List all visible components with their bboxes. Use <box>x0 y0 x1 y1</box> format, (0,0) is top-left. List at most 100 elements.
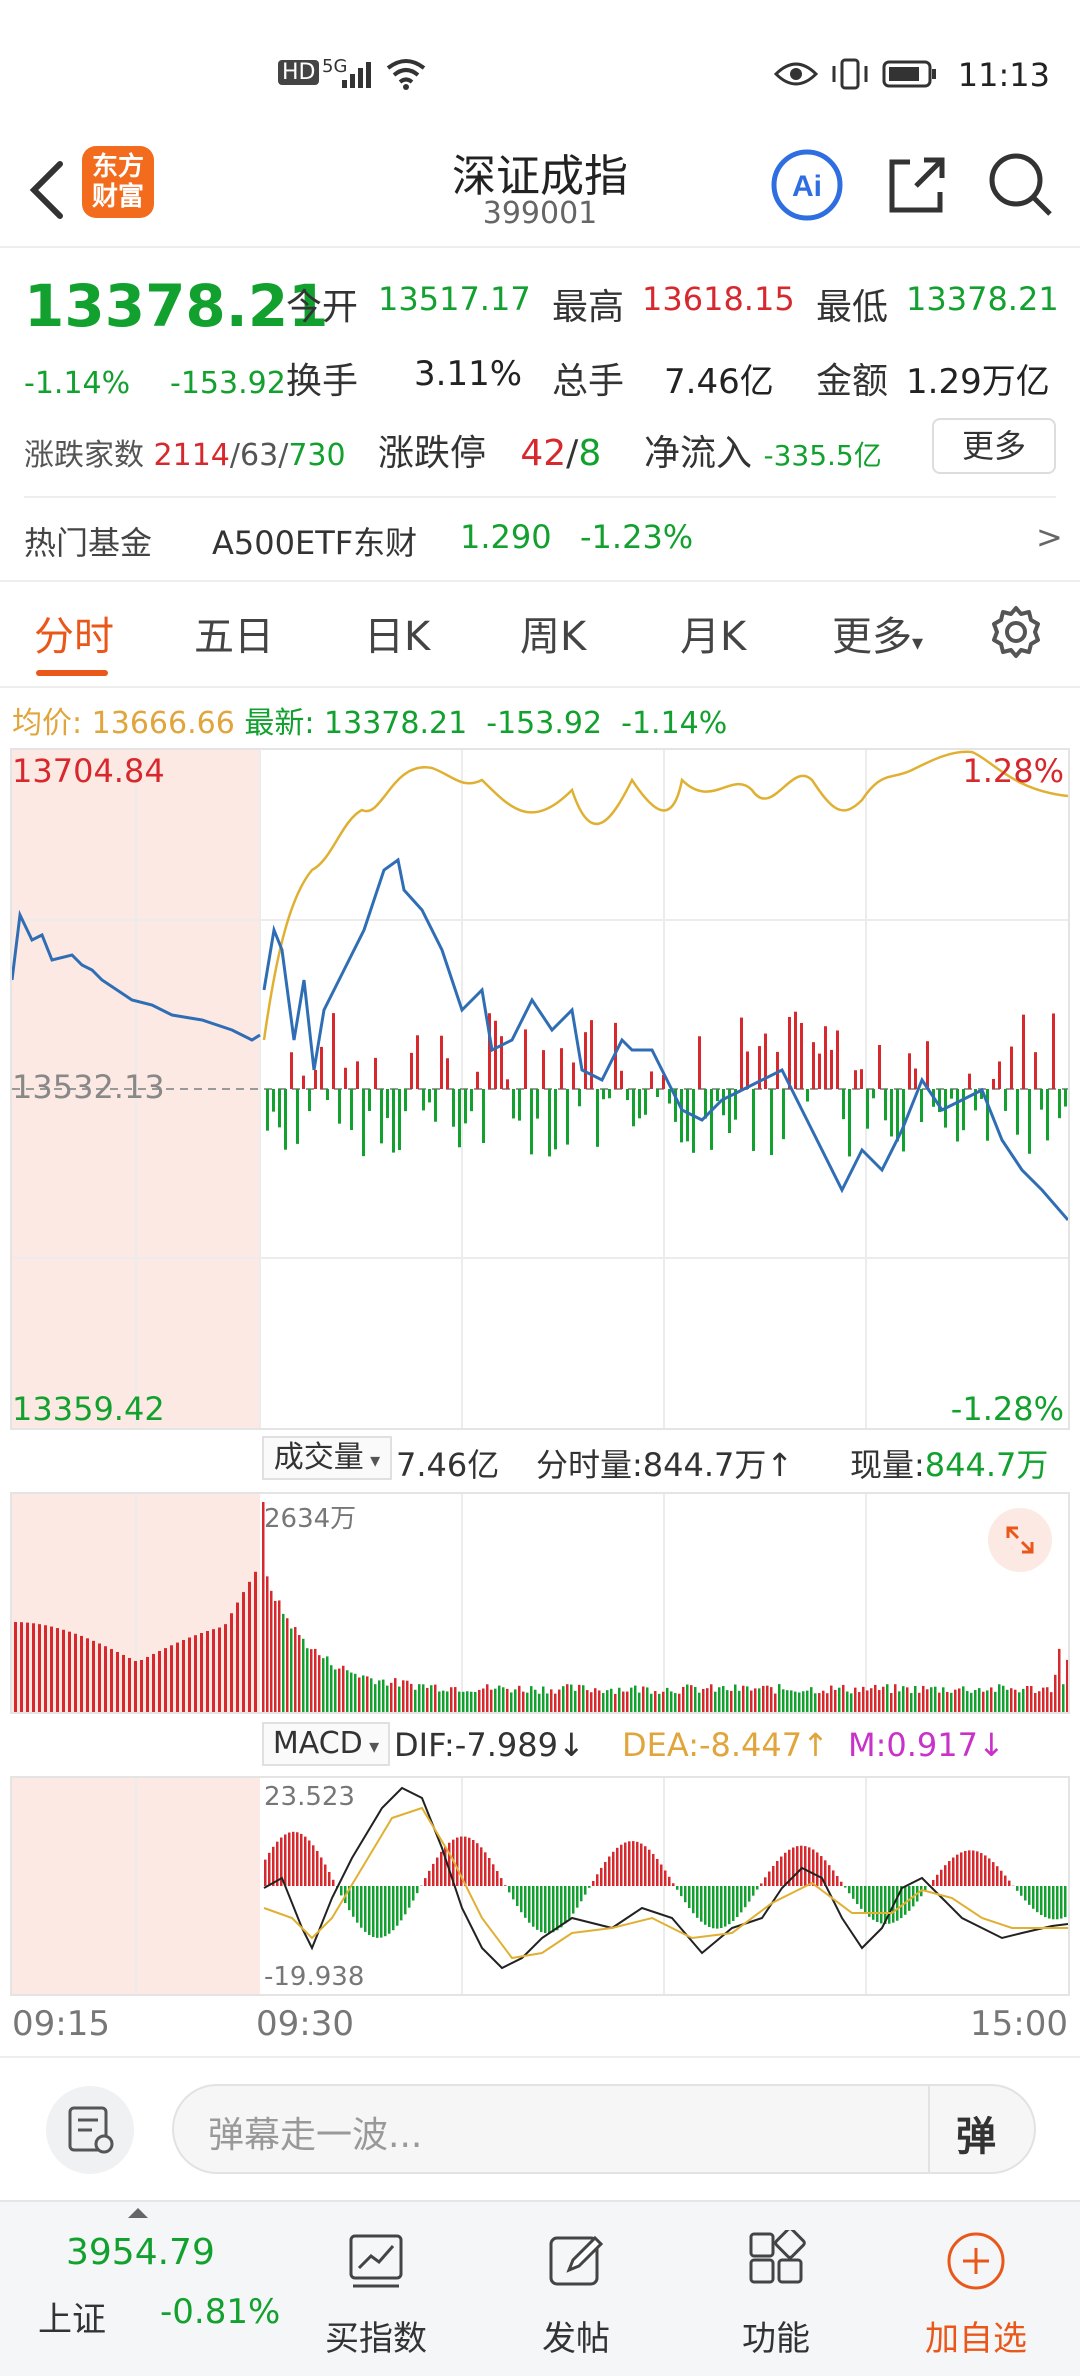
volume-bar <box>358 1677 361 1712</box>
net-flow-bar <box>320 1046 323 1089</box>
tab-intraday[interactable]: 分时 <box>34 614 114 660</box>
functions-button[interactable]: 功能 <box>706 2227 846 2360</box>
volume-bar <box>182 1639 185 1712</box>
volume-indicator-select[interactable]: 成交量 ▾ <box>262 1436 392 1480</box>
volume-bar <box>878 1690 881 1712</box>
post-button[interactable]: 发帖 <box>506 2230 646 2360</box>
macd-bar <box>400 1886 403 1921</box>
macd-indicator-select[interactable]: MACD ▾ <box>262 1722 390 1766</box>
macd-bar <box>340 1886 343 1896</box>
net-flow-bar <box>548 1089 551 1157</box>
search-icon[interactable] <box>984 148 1058 222</box>
net-flow-bar <box>632 1089 635 1127</box>
volume-bar <box>686 1684 689 1712</box>
volume-bar <box>478 1689 481 1712</box>
macd-bar <box>628 1841 631 1886</box>
macd-bar <box>552 1886 555 1933</box>
volume-bar <box>402 1680 405 1712</box>
volume-bar <box>542 1686 545 1712</box>
net-flow-bar <box>770 1089 773 1156</box>
divider <box>0 246 1080 248</box>
volume-bar <box>134 1660 137 1712</box>
volume-bar <box>838 1687 841 1712</box>
net-flow-bar <box>284 1089 287 1150</box>
volume-bar <box>302 1638 305 1712</box>
volume-bar <box>406 1680 409 1712</box>
macd-bar <box>632 1841 635 1886</box>
back-arrow-icon[interactable] <box>20 150 80 230</box>
tab-more[interactable]: 更多▾ <box>832 614 924 660</box>
net-flow-bar <box>896 1089 899 1142</box>
volume-bar <box>946 1691 949 1712</box>
volume-bar <box>962 1686 965 1712</box>
share-icon[interactable] <box>880 148 954 222</box>
volume-bar <box>450 1687 453 1712</box>
volume-bar <box>322 1658 325 1712</box>
macd-bar <box>644 1846 647 1886</box>
volume-bar <box>514 1689 517 1712</box>
macd-bar <box>840 1881 843 1886</box>
volume-bar <box>950 1692 953 1712</box>
active-tab-indicator <box>36 670 108 676</box>
macd-chart-svg <box>12 1778 1068 1994</box>
macd-bar <box>384 1886 387 1937</box>
volume-bar <box>1038 1691 1041 1712</box>
net-flow-bar <box>728 1089 731 1134</box>
volume-bar <box>362 1675 365 1712</box>
volume-bar <box>738 1690 741 1712</box>
net-flow-bar <box>296 1089 299 1144</box>
volume-bar <box>550 1689 553 1712</box>
tab-weekly-k[interactable]: 周K <box>520 614 587 660</box>
volume-bar <box>502 1687 505 1712</box>
intraday-chart[interactable]: 13704.84 13532.13 13359.42 1.28% -1.28% <box>10 748 1070 1430</box>
intraday-chart-svg <box>12 750 1068 1428</box>
tab-five-day[interactable]: 五日 <box>194 614 274 660</box>
volume-bar <box>442 1690 445 1712</box>
volume-chart[interactable]: 2634万 <box>10 1492 1070 1714</box>
post-list-icon[interactable] <box>46 2086 134 2174</box>
volume-bar <box>354 1673 357 1712</box>
macd-bar <box>460 1836 463 1886</box>
more-quote-button[interactable]: 更多 <box>932 418 1056 474</box>
tab-monthly-k[interactable]: 月K <box>680 614 747 660</box>
volume-bar <box>266 1576 269 1712</box>
amount-label: 金额 <box>816 361 889 402</box>
expand-icon[interactable] <box>988 1508 1052 1572</box>
tab-daily-k[interactable]: 日K <box>364 614 431 660</box>
macd-bar <box>844 1886 847 1888</box>
net-flow-bar <box>758 1046 761 1089</box>
volume-bar <box>270 1590 273 1712</box>
macd-bar <box>1044 1886 1047 1918</box>
net-flow-bar <box>962 1089 965 1131</box>
hot-fund-row[interactable]: 热门基金 A500ETF东财 1.290 -1.23% > <box>24 518 1064 562</box>
macd-bar <box>976 1851 979 1886</box>
macd-bar <box>884 1886 887 1924</box>
buy-index-button[interactable]: 买指数 <box>306 2230 446 2360</box>
macd-dif: DIF:-7.989↓ <box>394 1726 585 1764</box>
macd-bar <box>520 1886 523 1913</box>
volume-bar <box>982 1691 985 1712</box>
volume-bar <box>598 1690 601 1712</box>
volume-bar <box>766 1685 769 1712</box>
net-flow-bar <box>326 1089 329 1101</box>
volume-bar <box>188 1637 191 1712</box>
net-flow-bar <box>800 1022 803 1089</box>
high-label: 最高 <box>552 287 625 328</box>
add-watchlist-button[interactable]: 加自选 <box>906 2230 1046 2360</box>
danmu-toggle-icon[interactable]: 弹 <box>956 2114 996 2160</box>
volume-bar <box>978 1688 981 1712</box>
volume-bar <box>954 1689 957 1712</box>
net-flow-bar <box>998 1061 1001 1089</box>
volume-bar <box>350 1672 353 1712</box>
y-axis-top: 13704.84 <box>12 752 165 790</box>
volume-bar <box>1058 1648 1061 1712</box>
volume-bar <box>438 1691 441 1712</box>
price-line <box>262 857 1068 1221</box>
ai-assistant-icon[interactable]: Ai <box>770 148 844 222</box>
macd-chart[interactable]: 23.523 -19.938 <box>10 1776 1070 1996</box>
danmu-input[interactable]: 弹幕走一波... 弹 <box>172 2084 1036 2174</box>
net-flow-bar <box>860 1069 863 1089</box>
settings-gear-icon[interactable] <box>988 604 1044 660</box>
shanghai-index-ticker[interactable]: 3954.79 上证 -0.81% <box>20 2218 280 2368</box>
macd-bar <box>476 1843 479 1886</box>
